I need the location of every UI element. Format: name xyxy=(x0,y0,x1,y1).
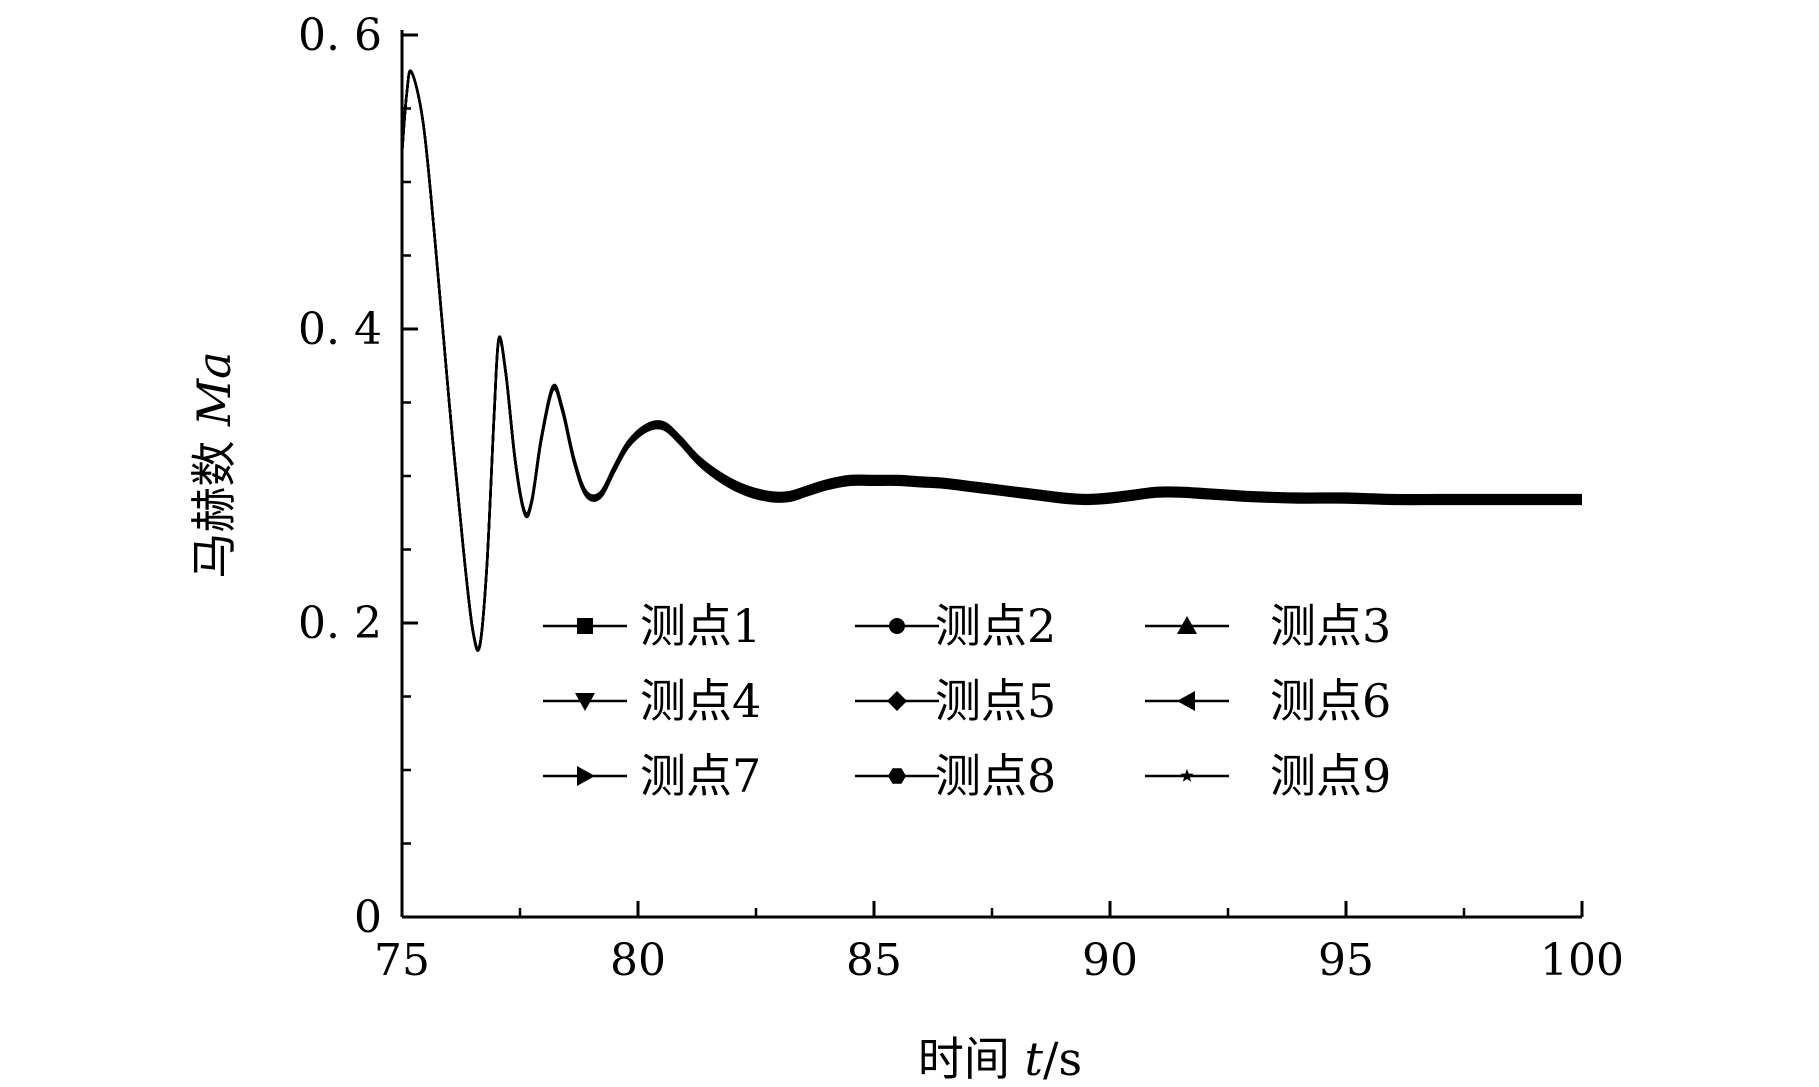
y-axis-title-var: Ma xyxy=(187,351,241,427)
series-line-1 xyxy=(400,69,1582,651)
legend-item-5: 测点5 xyxy=(855,674,1056,728)
x-axis-title: 时间 t/s xyxy=(918,1032,1082,1086)
series-line-8 xyxy=(400,69,1582,651)
y-axis-title: 马赫数 Ma xyxy=(187,351,241,578)
legend-item-1: 测点1 xyxy=(543,599,761,653)
series-lines xyxy=(400,69,1582,652)
y-tick-label: 0. 6 xyxy=(298,10,382,61)
legend-marker xyxy=(577,618,593,634)
legend-marker xyxy=(887,691,907,711)
series-line-4 xyxy=(400,69,1582,651)
legend-label: 测点9 xyxy=(1270,749,1391,803)
legend-marker xyxy=(889,618,905,634)
x-axis-title-var: t xyxy=(1025,1032,1044,1086)
y-tick-label: 0. 2 xyxy=(298,598,382,649)
legend-item-4: 测点4 xyxy=(543,674,761,728)
legend-label: 测点7 xyxy=(640,749,761,803)
legend-item-6: 测点6 xyxy=(1145,674,1391,728)
legend: 测点1 测点2 测点3 测点4 测点5 测点6 测点7 测点8 测点9 xyxy=(543,599,1391,803)
legend-label: 测点3 xyxy=(1270,599,1391,653)
series-line-9 xyxy=(400,69,1582,652)
x-tick-label: 75 xyxy=(374,935,430,986)
legend-marker xyxy=(1177,691,1195,711)
series-line-5 xyxy=(400,69,1582,652)
legend-label: 测点1 xyxy=(640,599,761,653)
x-axis-title-suffix: /s xyxy=(1043,1032,1082,1086)
y-axis-ticks: 0 0. 2 0. 4 0. 6 xyxy=(298,10,418,943)
legend-item-9: 测点9 xyxy=(1145,749,1391,803)
series-line-7 xyxy=(400,69,1582,652)
legend-item-8: 测点8 xyxy=(855,749,1056,803)
y-tick-label: 0. 4 xyxy=(298,304,382,355)
x-tick-label: 85 xyxy=(846,935,902,986)
x-tick-label: 90 xyxy=(1082,935,1138,986)
legend-label: 测点4 xyxy=(640,674,761,728)
legend-label: 测点5 xyxy=(935,674,1056,728)
y-axis-title-prefix: 马赫数 xyxy=(187,426,241,579)
legend-marker xyxy=(1177,616,1197,634)
legend-label: 测点2 xyxy=(935,599,1056,653)
legend-marker xyxy=(1180,769,1194,782)
legend-item-3: 测点3 xyxy=(1145,599,1391,653)
x-tick-label: 100 xyxy=(1540,935,1624,986)
x-axis-title-prefix: 时间 xyxy=(918,1032,1025,1086)
legend-label: 测点6 xyxy=(1270,674,1391,728)
x-tick-label: 80 xyxy=(610,935,666,986)
series-line-6 xyxy=(400,69,1582,650)
legend-item-2: 测点2 xyxy=(855,599,1056,653)
series-line-2 xyxy=(400,69,1582,651)
legend-label: 测点8 xyxy=(935,749,1056,803)
y-tick-label: 0 xyxy=(354,892,382,943)
x-axis-ticks: 75 80 85 90 95 100 xyxy=(374,901,1624,986)
x-tick-label: 95 xyxy=(1318,935,1374,986)
series-line-3 xyxy=(400,69,1582,652)
legend-item-7: 测点7 xyxy=(543,749,761,803)
legend-marker xyxy=(577,766,595,786)
legend-marker xyxy=(575,693,595,711)
legend-marker xyxy=(888,768,906,784)
